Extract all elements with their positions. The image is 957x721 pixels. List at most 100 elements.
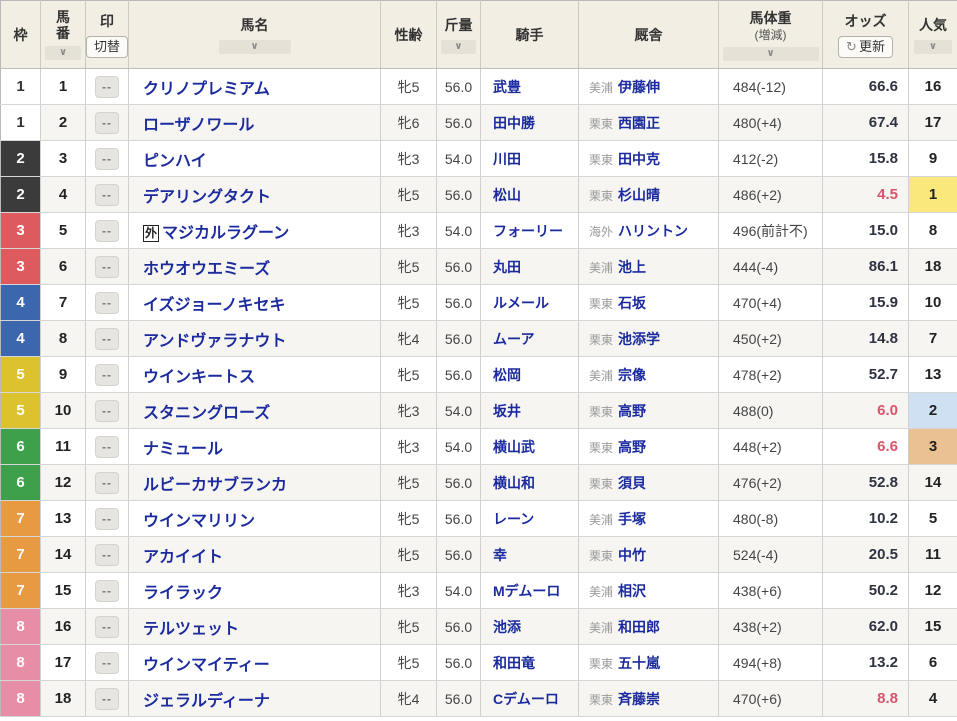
horse-name-link[interactable]: アンドヴァラナウト xyxy=(143,332,287,350)
jockey-link[interactable]: 田中勝 xyxy=(493,114,535,131)
mark-toggle-button[interactable]: -- xyxy=(95,471,119,494)
jockey-link[interactable]: レーン xyxy=(493,510,535,527)
jockey-link[interactable]: 丸田 xyxy=(493,258,521,275)
odds-value: 52.7 xyxy=(868,366,898,383)
trainer-link[interactable]: ハリントン xyxy=(618,222,689,239)
horse-number: 4 xyxy=(58,186,68,203)
jockey-link[interactable]: 松岡 xyxy=(493,366,521,383)
horse-weight-cell: 524(-4) xyxy=(718,536,823,573)
mark-toggle-button[interactable]: -- xyxy=(95,219,119,242)
sort-button-weight[interactable]: ∨ xyxy=(441,40,476,54)
jockey-link[interactable]: 横山武 xyxy=(493,438,535,455)
horse-name-link[interactable]: ナミュール xyxy=(143,440,224,458)
mark-toggle-button[interactable]: -- xyxy=(95,327,119,350)
horse-name-link[interactable]: ホウオウエミーズ xyxy=(143,260,271,278)
horse-name-cell: アンドヴァラナウト xyxy=(128,320,381,357)
trainer-link[interactable]: 中竹 xyxy=(618,546,647,563)
jockey-link[interactable]: 和田竜 xyxy=(493,654,535,671)
sort-button-umaban[interactable]: ∨ xyxy=(45,46,81,61)
jockey-link[interactable]: ルメール xyxy=(493,294,549,311)
mark-switch-button[interactable]: 切替 xyxy=(86,35,128,59)
trainer-link[interactable]: 池上 xyxy=(618,258,647,275)
mark-toggle-button[interactable]: -- xyxy=(95,75,119,98)
mark-toggle-button[interactable]: -- xyxy=(95,579,119,602)
odds-refresh-button[interactable]: ↻ 更新 xyxy=(838,35,893,59)
carried-weight-cell: 56.0 xyxy=(436,608,481,645)
mark-toggle-button[interactable]: -- xyxy=(95,507,119,530)
trainer-link[interactable]: 須貝 xyxy=(618,474,647,491)
horse-name-link[interactable]: イズジョーノキセキ xyxy=(143,296,286,314)
header-horse-weight-sub: (増減) xyxy=(754,27,787,42)
horse-name-link[interactable]: ウインマリリン xyxy=(143,512,256,530)
stable-cell: 海外 ハリントン xyxy=(578,212,719,249)
header-popularity-label: 人気 xyxy=(919,17,947,33)
jockey-link[interactable]: ムーア xyxy=(493,330,535,347)
jockey-link[interactable]: 池添 xyxy=(493,618,521,635)
horse-number-cell: 1 xyxy=(40,68,86,105)
trainer-link[interactable]: 杉山晴 xyxy=(618,186,661,203)
sex-age-cell: 牝4 xyxy=(380,680,437,717)
jockey-link[interactable]: Mデムーロ xyxy=(493,582,561,599)
mark-toggle-button[interactable]: -- xyxy=(95,543,119,566)
trainer-link[interactable]: 手塚 xyxy=(618,510,647,527)
mark-toggle-button[interactable]: -- xyxy=(95,147,119,170)
trainer-link[interactable]: 五十嵐 xyxy=(618,654,661,671)
mark-toggle-button[interactable]: -- xyxy=(95,183,119,206)
sort-button-popularity[interactable]: ∨ xyxy=(913,40,953,54)
trainer-link[interactable]: 伊藤伸 xyxy=(618,78,661,95)
sex-age-cell: 牝5 xyxy=(380,464,437,501)
jockey-cell: 和田竜 xyxy=(480,644,579,681)
mark-toggle-button[interactable]: -- xyxy=(95,399,119,422)
jockey-link[interactable]: Cデムーロ xyxy=(493,690,559,707)
stable-cell: 美浦 池上 xyxy=(578,248,719,285)
waku-number: 8 xyxy=(16,654,25,671)
horse-name-link[interactable]: テルツェット xyxy=(143,620,240,638)
mark-toggle-button[interactable]: -- xyxy=(95,435,119,458)
race-table-body: 1 1 -- クリノプレミアム 牝5 56.0 武豊 美浦 伊藤伸 484(-12… xyxy=(0,68,957,717)
sort-button-horse-weight[interactable]: ∨ xyxy=(722,47,819,62)
mark-toggle-button[interactable]: -- xyxy=(95,291,119,314)
odds-cell: 15.0 xyxy=(822,212,909,249)
horse-name-link[interactable]: マジカルラグーン xyxy=(162,224,290,242)
jockey-link[interactable]: 坂井 xyxy=(493,402,521,419)
mark-toggle-button[interactable]: -- xyxy=(95,111,119,134)
horse-name-link[interactable]: スタニングローズ xyxy=(143,404,271,422)
horse-name-link[interactable]: アカイイト xyxy=(143,548,224,566)
trainer-link[interactable]: 相沢 xyxy=(618,582,647,599)
horse-name-link[interactable]: ウインキートス xyxy=(143,368,256,386)
trainer-link[interactable]: 田中克 xyxy=(618,150,661,167)
horse-number-cell: 5 xyxy=(40,212,86,249)
trainer-link[interactable]: 和田郎 xyxy=(618,618,661,635)
horse-name-link[interactable]: ルビーカサブランカ xyxy=(143,476,288,494)
mark-toggle-button[interactable]: -- xyxy=(95,687,119,710)
trainer-link[interactable]: 石坂 xyxy=(618,294,647,311)
horse-name-link[interactable]: デアリングタクト xyxy=(143,188,272,206)
jockey-link[interactable]: 幸 xyxy=(493,546,507,563)
horse-name-link[interactable]: ウインマイティー xyxy=(143,656,270,674)
horse-name-link[interactable]: ローザノワール xyxy=(143,116,255,134)
trainer-link[interactable]: 宗像 xyxy=(618,366,647,383)
mark-cell: -- xyxy=(85,104,129,141)
jockey-link[interactable]: 横山和 xyxy=(493,474,535,491)
jockey-link[interactable]: 川田 xyxy=(493,150,521,167)
sort-button-horse-name[interactable]: ∨ xyxy=(218,40,291,54)
horse-name-link[interactable]: ピンハイ xyxy=(143,152,207,170)
stable-cell: 美浦 和田郎 xyxy=(578,608,719,645)
trainer-link[interactable]: 高野 xyxy=(618,402,647,419)
jockey-link[interactable]: 武豊 xyxy=(493,78,521,95)
stable-region-label: 栗東 xyxy=(589,188,614,203)
mark-toggle-button[interactable]: -- xyxy=(95,363,119,386)
horse-name-link[interactable]: クリノプレミアム xyxy=(143,80,270,98)
mark-toggle-button[interactable]: -- xyxy=(95,651,119,674)
header-sex-age-label: 性齢 xyxy=(394,26,423,43)
trainer-link[interactable]: 高野 xyxy=(618,438,647,455)
trainer-link[interactable]: 西園正 xyxy=(618,114,661,131)
mark-toggle-button[interactable]: -- xyxy=(95,615,119,638)
trainer-link[interactable]: 池添学 xyxy=(618,330,661,347)
jockey-link[interactable]: 松山 xyxy=(493,186,521,203)
horse-name-link[interactable]: ジェラルディーナ xyxy=(143,692,270,710)
jockey-link[interactable]: フォーリー xyxy=(493,222,563,239)
mark-toggle-button[interactable]: -- xyxy=(95,255,119,278)
trainer-link[interactable]: 斉藤崇 xyxy=(618,690,661,707)
horse-name-link[interactable]: ライラック xyxy=(143,584,224,602)
